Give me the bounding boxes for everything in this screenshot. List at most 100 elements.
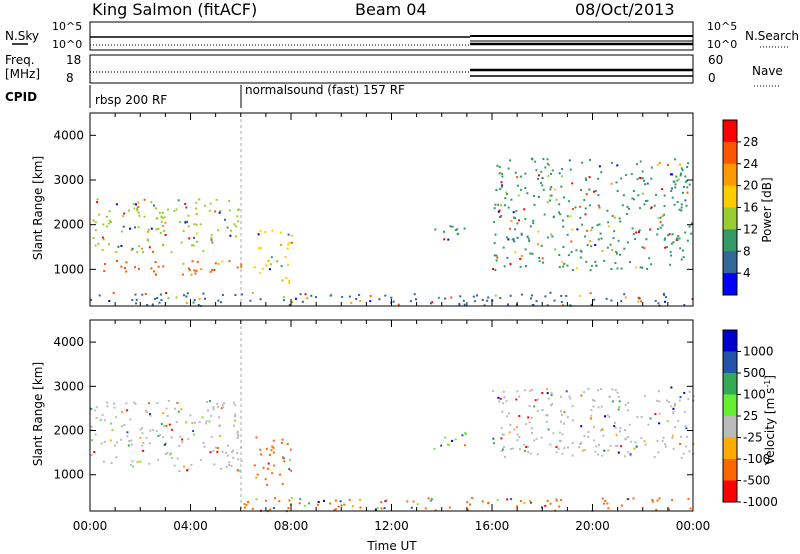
echo-cell (599, 232, 602, 235)
echo-cell (499, 297, 502, 299)
echo-cell (500, 450, 503, 453)
echo-cell (186, 292, 189, 295)
echo-cell (108, 219, 111, 222)
colorbar-tick-label: 25 (743, 409, 758, 423)
echo-cell (271, 445, 274, 448)
echo-cell (348, 498, 351, 501)
echo-cell (122, 215, 125, 218)
echo-cell (518, 395, 521, 398)
echo-cell (616, 252, 618, 255)
echo-cell (560, 499, 563, 502)
echo-cell (580, 250, 583, 253)
colorbar-segment (723, 416, 737, 438)
colorbar-segment (723, 330, 737, 352)
echo-cell (668, 233, 671, 236)
echo-cell (635, 231, 638, 234)
echo-cell (684, 445, 687, 448)
echo-cell (524, 218, 527, 221)
echo-cell (493, 442, 495, 445)
echo-cell (429, 499, 432, 502)
echo-cell (636, 178, 639, 181)
echo-cell (687, 497, 690, 500)
echo-cell (590, 409, 593, 412)
echo-cell (359, 498, 361, 501)
echo-cell (680, 456, 683, 459)
echo-cell (598, 443, 600, 446)
echo-cell (516, 222, 519, 225)
echo-cell (538, 260, 541, 263)
echo-cell (161, 211, 164, 214)
echo-cell (196, 260, 199, 263)
colorbar-tick-label: 8 (743, 244, 751, 258)
echo-cell (464, 433, 467, 436)
echo-cell (592, 405, 595, 408)
velocity-y-label: Slant Range [km] (31, 362, 45, 466)
echo-cell (561, 433, 564, 436)
echo-cell (213, 463, 216, 466)
echo-cell (369, 300, 372, 303)
echo-cell (597, 204, 600, 207)
echo-cell (516, 505, 519, 508)
echo-cell (217, 229, 220, 232)
scatter-region (492, 157, 693, 272)
echo-cell (676, 201, 679, 203)
echo-cell (610, 161, 613, 164)
echo-cell (505, 400, 508, 403)
echo-cell (198, 198, 201, 201)
echo-cell (542, 158, 545, 161)
echo-cell (192, 301, 195, 304)
echo-cell (198, 298, 201, 301)
echo-cell (512, 211, 515, 214)
echo-cell (597, 406, 600, 409)
echo-cell (644, 183, 647, 186)
y-tick-label: 3000 (53, 379, 84, 393)
echo-cell (664, 246, 667, 249)
echo-cell (506, 256, 509, 259)
echo-cell (219, 434, 222, 437)
echo-cell (142, 251, 144, 254)
echo-cell (440, 444, 443, 447)
echo-cell (234, 419, 237, 422)
echo-cell (590, 303, 593, 306)
echo-cell (195, 223, 198, 226)
power-x-ticks (89, 113, 694, 306)
echo-cell (111, 429, 114, 432)
echo-cell (376, 507, 379, 510)
echo-cell (610, 299, 613, 302)
echo-cell (98, 294, 101, 297)
echo-cell (210, 435, 213, 438)
echo-cell (620, 267, 623, 270)
echo-cell (672, 407, 675, 410)
echo-cell (160, 299, 163, 301)
echo-cell (598, 165, 601, 168)
echo-cell (514, 251, 517, 254)
echo-cell (464, 432, 467, 435)
echo-cell (502, 390, 505, 393)
echo-cell (638, 231, 640, 233)
echo-cell (102, 460, 105, 463)
echo-cell (101, 249, 104, 252)
echo-cell (434, 509, 437, 512)
echo-cell (509, 423, 512, 426)
echo-cell (337, 505, 340, 508)
echo-cell (562, 304, 564, 307)
echo-cell (287, 263, 290, 266)
echo-cell (662, 436, 665, 439)
echo-cell (601, 249, 604, 252)
echo-cell (560, 410, 562, 413)
echo-cell (269, 508, 272, 511)
echo-cell (495, 254, 498, 257)
echo-cell (183, 465, 185, 468)
echo-cell (237, 220, 240, 223)
echo-cell (204, 204, 207, 207)
echo-cell (461, 434, 464, 437)
echo-cell (555, 498, 558, 500)
echo-cell (180, 241, 183, 244)
echo-cell (193, 236, 195, 239)
echo-cell (234, 403, 237, 406)
echo-cell (193, 421, 196, 424)
echo-cell (271, 472, 274, 475)
echo-cell (534, 399, 537, 402)
echo-cell (667, 234, 670, 237)
echo-cell (526, 235, 529, 238)
